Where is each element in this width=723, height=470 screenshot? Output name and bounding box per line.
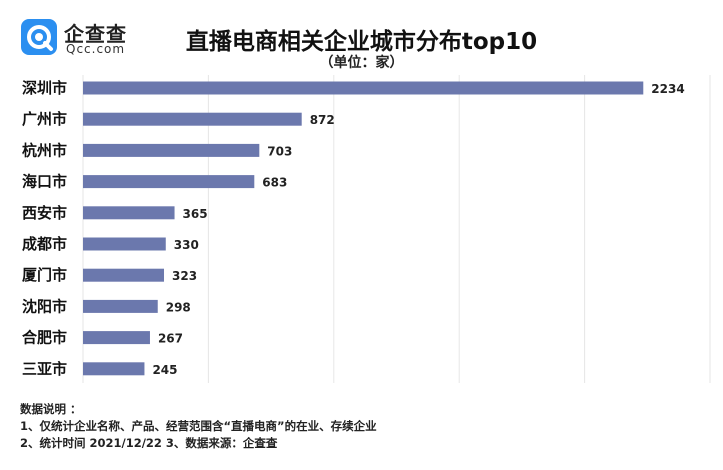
bar [83,237,166,251]
bars [83,81,644,376]
value-label: 245 [152,363,177,377]
category-label: 广州市 [22,110,67,128]
chart-title: 直播电商相关企业城市分布top10 [185,29,538,55]
bar [83,299,158,313]
value-label: 872 [310,113,335,127]
brand-name-cn: 企查查 [64,22,127,46]
category-label: 海口市 [22,173,67,191]
bar [83,362,145,376]
bar [83,206,175,220]
brand-logo: 企查查 Qcc.com [20,18,140,58]
value-label: 298 [166,300,191,314]
value-label: 323 [172,269,197,283]
qcc-logo-icon [21,19,57,55]
brand-name-en: Qcc.com [66,42,126,56]
notes-heading: 数据说明 ： [20,402,82,416]
value-label: 365 [183,207,208,221]
notes-line-1: 1、仅统计企业名称、产品、经营范围含“直播电商”的在业、存续企业 [20,419,377,433]
value-label: 330 [174,238,199,252]
category-label: 厦门市 [22,266,67,284]
bar [83,268,165,282]
bar [83,175,255,189]
category-label: 西安市 [22,204,67,222]
value-label: 267 [158,332,183,346]
category-label: 杭州市 [22,141,67,159]
bar [83,112,302,126]
value-label: 683 [262,176,287,190]
bar [83,81,644,95]
category-label: 三亚市 [22,360,67,378]
bar [83,143,260,157]
category-label: 合肥市 [21,329,67,347]
category-label: 深圳市 [22,79,67,97]
category-label: 成都市 [22,235,67,253]
data-notes: 数据说明 ： 1、仅统计企业名称、产品、经营范围含“直播电商”的在业、存续企业 … [20,401,377,452]
gridlines [82,75,711,383]
value-label: 2234 [651,82,684,96]
category-label: 沈阳市 [22,297,67,315]
notes-line-2: 2、统计时间 2021/12/22 3、数据来源：企查查 [20,436,278,450]
bar [83,331,150,345]
value-label: 703 [267,144,292,158]
value-labels: 2234 872 703 683 365 330 323 298 267 245 [152,82,684,377]
chart-subtitle: （单位：家） [319,55,404,71]
